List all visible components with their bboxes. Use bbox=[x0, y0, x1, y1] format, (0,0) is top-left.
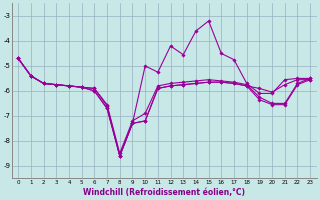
X-axis label: Windchill (Refroidissement éolien,°C): Windchill (Refroidissement éolien,°C) bbox=[83, 188, 245, 197]
